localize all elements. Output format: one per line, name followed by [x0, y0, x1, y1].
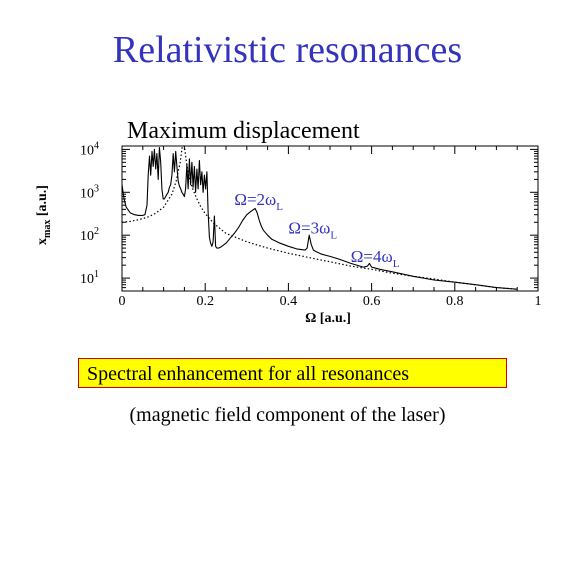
resonance-annotation: Ω=3ωL — [288, 218, 337, 241]
x-tick-label: 0.8 — [446, 294, 464, 309]
x-tick-label: 0.6 — [363, 294, 381, 309]
note-text: (magnetic field component of the laser) — [129, 404, 446, 426]
y-tick-label: 102 — [80, 226, 99, 244]
resonance-annotation: Ω=2ωL — [234, 190, 283, 213]
chart-title: Maximum displacement — [127, 118, 360, 144]
highlight-text: Spectral enhancement for all resonances — [87, 363, 410, 385]
chart-series-group — [121, 145, 518, 290]
y-axis-label: xmax [a.u.] — [35, 185, 53, 245]
y-tick-label: 103 — [80, 183, 99, 201]
svg-text:xmax [a.u.]: xmax [a.u.] — [35, 185, 53, 245]
x-tick-label: 0.2 — [196, 294, 214, 309]
y-tick-label: 104 — [80, 140, 99, 158]
highlight-box: Spectral enhancement for all resonances — [78, 358, 507, 388]
solid-series-line — [121, 147, 518, 290]
x-tick-label: 0 — [119, 294, 126, 309]
chart-ticks: 0 0.2 0.4 0.6 0.8 1 101 102 103 104 — [80, 140, 542, 309]
x-axis-label: Ω [a.u.] — [305, 311, 351, 326]
x-tick-label: 0.4 — [280, 294, 298, 309]
resonance-annotation: Ω=4ωL — [351, 247, 400, 270]
y-tick-label: 101 — [80, 269, 99, 287]
slide-title: Relativistic resonances — [112, 29, 463, 71]
x-tick-label: 1 — [535, 294, 542, 309]
